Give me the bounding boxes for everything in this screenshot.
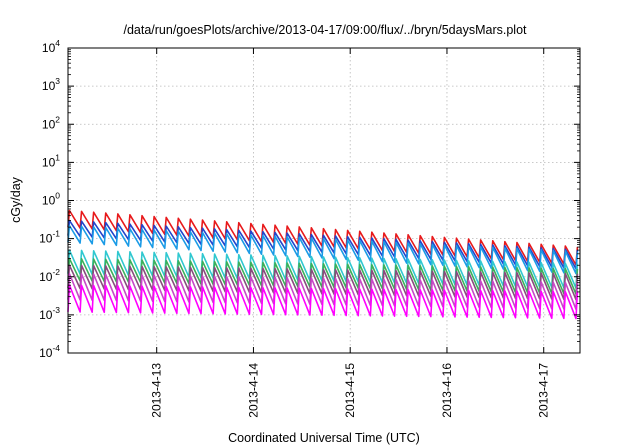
y-tick-label: 10-3 [39, 305, 60, 322]
y-tick-label: 10-2 [39, 267, 60, 284]
y-tick-label: 10-4 [39, 343, 60, 360]
grid [68, 48, 580, 353]
y-tick-label: 102 [42, 114, 60, 131]
y-tick-label: 10-1 [39, 229, 60, 246]
series-line [67, 284, 579, 320]
y-tick-label: 100 [42, 191, 60, 208]
x-tick-label: 2013-4-15 [343, 363, 357, 418]
x-tick-label: 2013-4-14 [246, 363, 260, 418]
y-tick-label: 104 [42, 38, 60, 55]
x-tick-label: 2013-4-13 [150, 363, 164, 418]
y-axis: 10-4 10-3 10-2 10-1 100 101 102 103 104 [39, 38, 580, 360]
x-axis: 2013-4-13 2013-4-14 2013-4-15 2013-4-16 2013… [150, 48, 551, 418]
y-tick-label: 101 [42, 152, 60, 169]
x-tick-label: 2013-4-17 [537, 363, 551, 418]
series-line [67, 224, 579, 275]
x-axis-label: Coordinated Universal Time (UTC) [228, 431, 420, 445]
chart-title: /data/run/goesPlots/archive/2013-04-17/0… [123, 23, 527, 37]
y-tick-label: 103 [42, 76, 60, 93]
y-axis-label: cGy/day [9, 176, 23, 223]
series-group [67, 209, 579, 320]
x-tick-label: 2013-4-16 [440, 363, 454, 418]
